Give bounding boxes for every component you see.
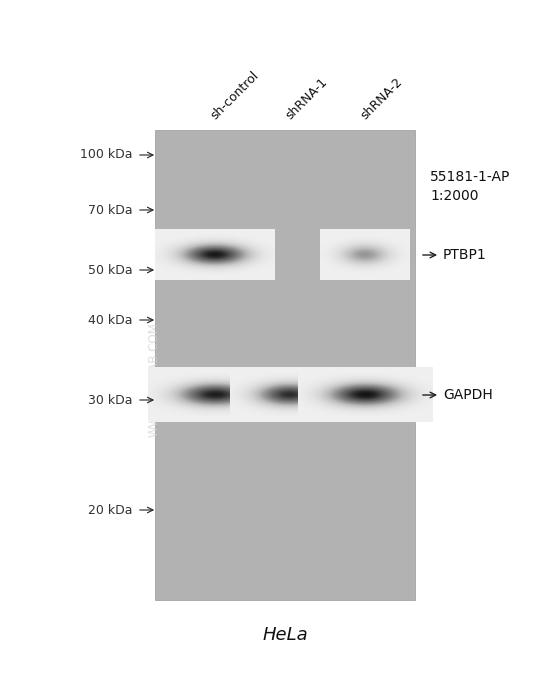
Text: shRNA-1: shRNA-1 [283, 75, 330, 122]
Text: 70 kDa: 70 kDa [88, 204, 133, 216]
Text: 55181-1-AP
1:2000: 55181-1-AP 1:2000 [430, 170, 510, 204]
Text: 100 kDa: 100 kDa [81, 148, 133, 162]
Text: GAPDH: GAPDH [443, 388, 493, 402]
Text: HeLa: HeLa [262, 626, 308, 644]
Text: shRNA-2: shRNA-2 [358, 75, 404, 122]
Text: WWW.PTGLAB.COM: WWW.PTGLAB.COM [148, 323, 161, 438]
Text: sh-control: sh-control [208, 69, 261, 122]
Text: 20 kDa: 20 kDa [88, 503, 133, 517]
Text: 40 kDa: 40 kDa [88, 314, 133, 326]
Bar [155, 130, 415, 600]
Text: PTBP1: PTBP1 [443, 248, 487, 262]
Text: 50 kDa: 50 kDa [88, 263, 133, 276]
Text: 30 kDa: 30 kDa [88, 393, 133, 407]
